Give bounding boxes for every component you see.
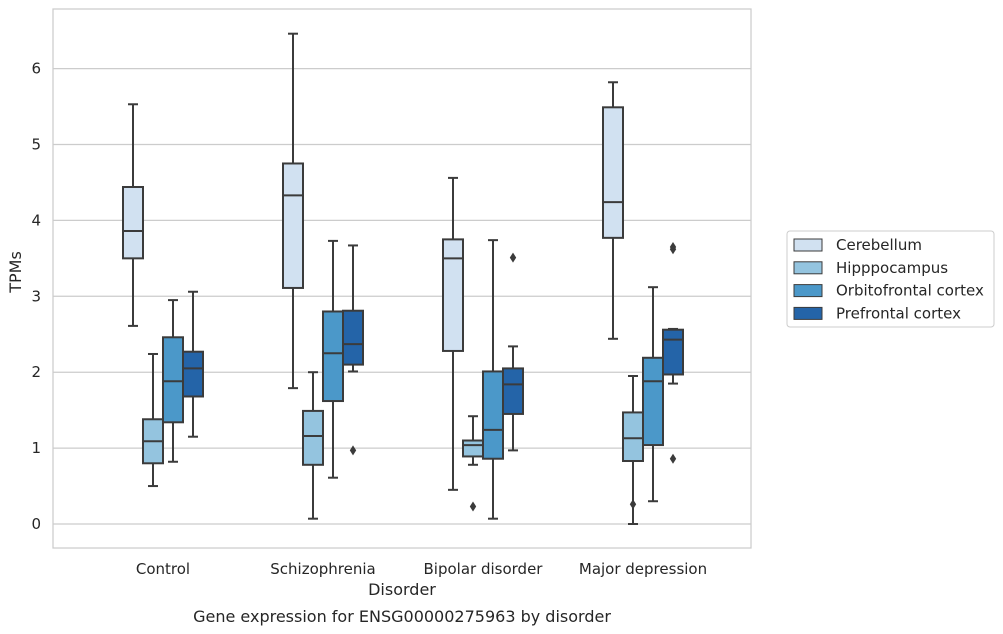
y-tick-label: 4 xyxy=(31,211,41,229)
plot-frame xyxy=(52,8,752,549)
box-2-3 xyxy=(642,286,664,503)
box-3-2 xyxy=(502,252,524,452)
y-tick-label: 1 xyxy=(31,439,41,457)
x-tick-labels: Control Schizophrenia Bipolar disorder Majo… xyxy=(136,560,707,578)
y-tick-labels: 0 1 2 3 4 5 6 xyxy=(31,60,41,533)
box-2-1 xyxy=(322,239,344,479)
box xyxy=(122,186,144,260)
box xyxy=(182,350,204,398)
legend-swatch xyxy=(793,238,823,252)
outlier-point xyxy=(669,241,677,252)
box xyxy=(282,162,304,289)
legend-label: Orbitofrontal cortex xyxy=(836,282,984,300)
box xyxy=(322,310,344,403)
legend-frame xyxy=(786,230,995,328)
box-3-1 xyxy=(342,244,364,456)
box-series xyxy=(122,32,684,525)
box-1-2 xyxy=(462,415,484,512)
legend-label: Prefrontal cortex xyxy=(836,304,961,322)
y-tick-label: 2 xyxy=(31,363,41,381)
box-1-3 xyxy=(622,374,644,525)
box xyxy=(502,367,524,415)
outlier-point xyxy=(349,445,357,456)
outlier-point xyxy=(629,499,637,510)
legend-swatch xyxy=(793,261,823,275)
y-tick-label: 6 xyxy=(31,60,41,78)
box xyxy=(602,106,624,239)
box-2-0 xyxy=(162,299,184,463)
box xyxy=(162,336,184,424)
box xyxy=(302,409,324,466)
box xyxy=(622,411,644,463)
outlier-point xyxy=(669,453,677,464)
box-1-0 xyxy=(142,352,164,488)
box-2-2 xyxy=(482,239,504,520)
x-tick-label: Bipolar disorder xyxy=(424,560,544,578)
x-tick-label: Control xyxy=(136,560,190,578)
box xyxy=(462,439,484,458)
legend-label: Cerebellum xyxy=(836,236,922,254)
chart-caption: Gene expression for ENSG00000275963 by d… xyxy=(193,607,611,626)
y-tick-label: 0 xyxy=(31,515,41,533)
box-0-1 xyxy=(282,32,304,390)
box-0-2 xyxy=(442,176,464,491)
box-0-3 xyxy=(602,81,624,340)
legend-label: Hipppocampus xyxy=(836,259,948,277)
box-3-0 xyxy=(182,290,204,438)
y-tick-label: 5 xyxy=(31,136,41,154)
y-axis-title: TPMs xyxy=(6,251,25,294)
box-3-3 xyxy=(662,241,684,464)
box-0-0 xyxy=(122,103,144,327)
outlier-point xyxy=(509,252,517,263)
box xyxy=(342,309,364,366)
y-tick-label: 3 xyxy=(31,287,41,305)
x-tick-label: Schizophrenia xyxy=(270,560,375,578)
legend-swatch xyxy=(793,284,823,298)
legend-swatch xyxy=(793,306,823,320)
x-tick-label: Major depression xyxy=(579,560,707,578)
outlier-point xyxy=(469,501,477,512)
box xyxy=(662,328,684,376)
box-1-1 xyxy=(302,371,324,520)
legend: Cerebellum Hipppocampus Orbitofrontal cort… xyxy=(786,230,995,328)
x-axis-title: Disorder xyxy=(368,580,436,599)
box xyxy=(482,370,504,460)
box xyxy=(642,356,664,447)
box xyxy=(442,238,464,352)
